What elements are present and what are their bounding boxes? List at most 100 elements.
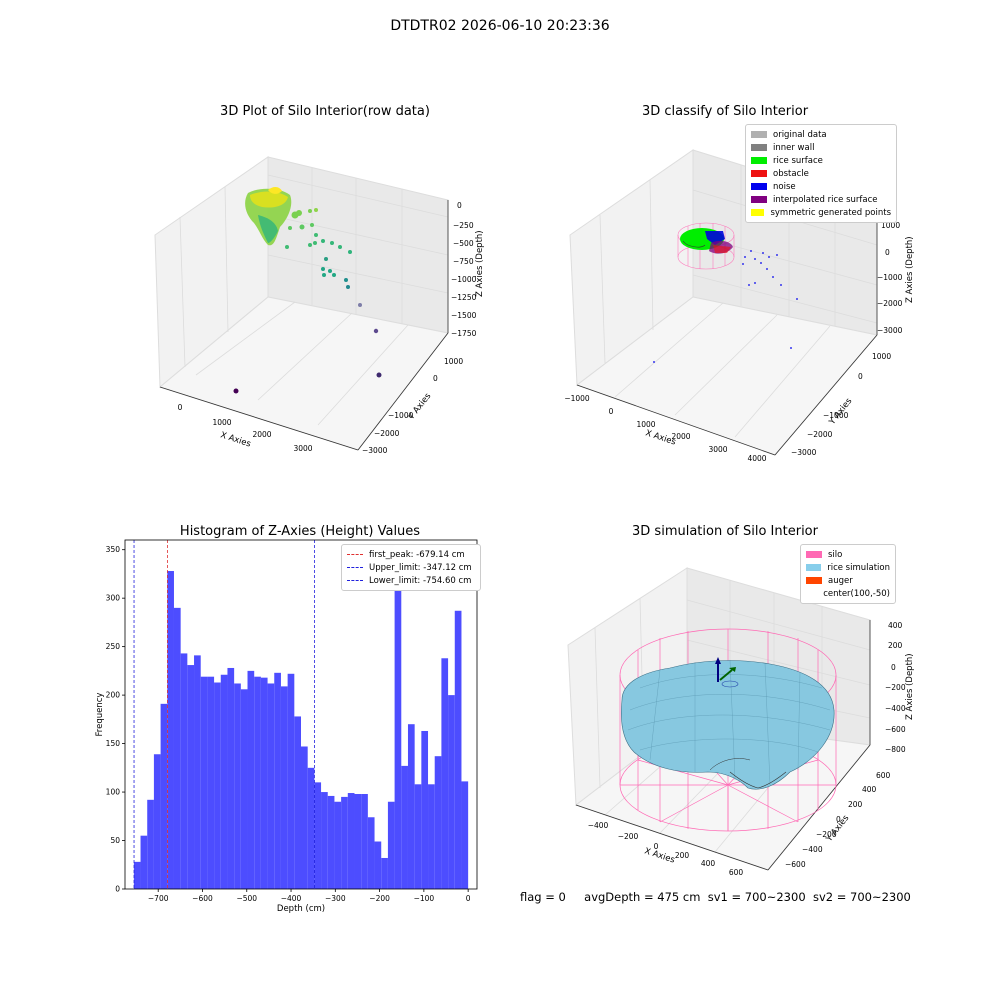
legend-label: rice simulation (827, 562, 890, 573)
sv1-text: sv1 = 700~2300 (707, 890, 806, 904)
legend-swatch (806, 590, 817, 597)
legend-entry: rice surface (751, 154, 891, 167)
histogram-bar (461, 781, 469, 889)
histogram-bar (200, 676, 208, 889)
raw-xtick: 2000 (252, 430, 271, 439)
raw-ztick: −1500 (451, 311, 477, 320)
histogram-bar (407, 724, 415, 889)
legend-entry: symmetric generated points (751, 206, 891, 219)
legend-swatch (751, 144, 767, 151)
raw-xtick: 3000 (293, 444, 312, 453)
simulation-rice-surface (621, 659, 835, 790)
histogram-ytick-label: 250 (106, 642, 121, 651)
sim-zlabel: Z Axies (Depth) (905, 653, 915, 720)
legend-label: center(100,-50) (823, 588, 890, 599)
raw-ytick: −3000 (362, 446, 388, 455)
legend-swatch (347, 567, 363, 568)
sim-ytick: 400 (862, 785, 877, 794)
sim-xtick: 600 (729, 868, 744, 877)
legend-label: Lower_limit: -754.60 cm (369, 575, 472, 586)
legend-entry: Upper_limit: -347.12 cm (347, 561, 475, 574)
legend-swatch (751, 170, 767, 177)
legend-entry: auger (806, 574, 890, 587)
legend-swatch (751, 183, 767, 190)
histogram-xlabel: Depth (cm) (277, 904, 325, 914)
histogram-xtick-label: 0 (466, 894, 471, 903)
histogram-bar (153, 754, 161, 889)
classify-legend: original data inner wall rice surface obsta… (745, 124, 897, 223)
sv2-text: sv2 = 700~2300 (812, 890, 911, 904)
histogram-bar (280, 686, 288, 889)
raw-point-cloud (245, 187, 292, 246)
raw-ztick: −500 (453, 239, 474, 248)
histogram-bar (448, 695, 455, 889)
histogram-title: Histogram of Z-Axies (Height) Values (179, 524, 421, 539)
histogram-bar (187, 665, 195, 889)
histogram-bar (307, 767, 315, 889)
raw-scatter-outliers (233, 208, 382, 394)
raw-ztick: −1000 (451, 275, 477, 284)
legend-entry: interpolated rice surface (751, 193, 891, 206)
histogram-bar (327, 795, 335, 889)
raw-ztick: −1250 (451, 293, 477, 302)
classify-ztick: −2000 (877, 299, 903, 308)
sim-xtick: 200 (675, 851, 690, 860)
legend-entry: rice simulation (806, 561, 890, 574)
classify-zlabel: Z Axies (Depth) (905, 236, 915, 303)
sim-ztick: −600 (885, 725, 906, 734)
raw-ytick: 0 (433, 374, 438, 383)
histogram-chart: −700 −600 −500 −400 −300 −200 −100 0 0 50 100 150 20… (95, 539, 478, 914)
raw-ztick: −750 (453, 257, 474, 266)
classify-ytick: −3000 (791, 448, 817, 457)
histogram-bar (434, 756, 442, 889)
histogram-ytick-label: 350 (106, 545, 121, 554)
legend-swatch (751, 131, 767, 138)
histogram-bar (147, 799, 154, 889)
classify-ytick: −2000 (807, 430, 833, 439)
histogram-ytick-label: 100 (106, 788, 121, 797)
histogram-ylabel: Frequency (95, 693, 105, 737)
classify-ytick: 1000 (872, 352, 891, 361)
legend-label: obstacle (773, 168, 809, 179)
raw-xtick: 1000 (212, 418, 231, 427)
histogram-bar (367, 817, 375, 889)
avg-depth-text: avgDepth = 475 cm (584, 890, 701, 904)
sim-ztick: 400 (888, 621, 903, 630)
histogram-bar (414, 784, 422, 889)
legend-label: silo (828, 549, 843, 560)
histogram-bar (354, 793, 362, 889)
histogram-ytick-label: 300 (106, 594, 121, 603)
classify-xtick: 4000 (747, 454, 766, 463)
histogram-bar (314, 782, 322, 889)
legend-entry: Lower_limit: -754.60 cm (347, 574, 475, 587)
simulation-3d-plot: −400 −200 0 200 400 600 600 400 200 0 −2… (567, 567, 915, 877)
sim-ytick: 600 (876, 771, 891, 780)
classify-panel-title: 3D classify of Silo Interior (641, 104, 809, 119)
raw-ytick: −1000 (388, 411, 414, 420)
legend-swatch (347, 580, 363, 581)
histogram-bar (387, 801, 395, 889)
legend-entry: inner wall (751, 141, 891, 154)
legend-swatch (806, 564, 822, 571)
classify-noise-points (653, 250, 798, 363)
histogram-bar (454, 610, 462, 889)
histogram-bar (294, 716, 301, 889)
classify-3d-plot: −1000 0 1000 2000 3000 4000 1000 0 −1000… (564, 149, 915, 463)
classify-xtick: 1000 (636, 420, 655, 429)
histogram-bar (220, 674, 228, 889)
histogram-bar (160, 703, 168, 889)
classify-rice-surface (680, 228, 733, 254)
raw-ztick: 0 (457, 201, 462, 210)
legend-entry: first_peak: -679.14 cm (347, 548, 475, 561)
legend-entry: silo (806, 548, 890, 561)
classify-ztick: 1000 (881, 221, 900, 230)
histogram-bar (287, 673, 295, 889)
histogram-bar (180, 653, 188, 889)
histogram-xtick-label: −700 (148, 894, 169, 903)
legend-swatch (806, 577, 822, 584)
legend-entry: noise (751, 180, 891, 193)
raw-ylabel: Y Axies (406, 391, 434, 423)
legend-swatch (347, 554, 363, 555)
sim-ytick: 200 (848, 800, 863, 809)
histogram-bar (301, 746, 308, 889)
